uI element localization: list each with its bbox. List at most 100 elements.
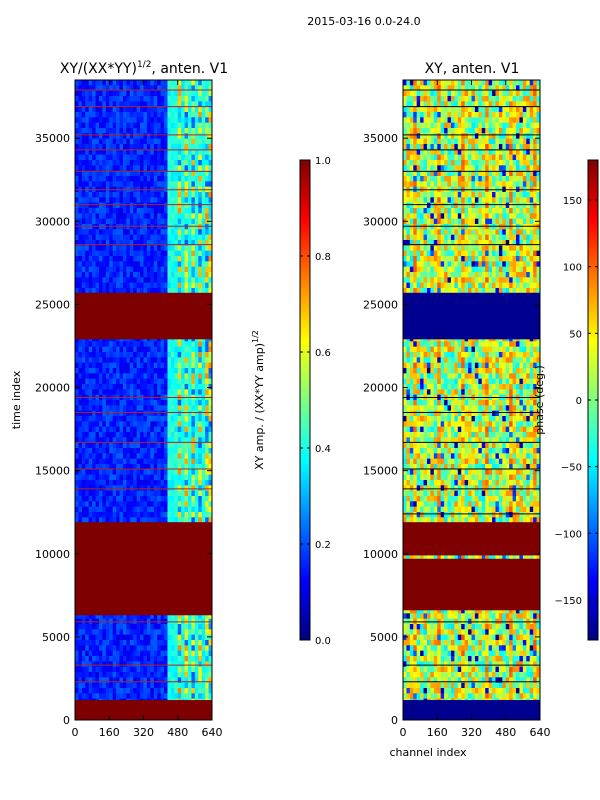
heat-cell [194,496,199,502]
heat-cell [126,378,131,385]
heat-cell [88,122,93,129]
heat-cell [136,384,141,390]
heat-cell [198,485,203,492]
heat-cell [205,416,210,422]
heat-cell [146,613,151,620]
heat-cell [205,96,210,102]
heat-cell [95,437,100,444]
heat-cell [140,368,145,374]
heat-cell [119,224,124,230]
heat-cell [164,624,169,630]
heat-cell [78,629,83,636]
heat-cell [129,160,134,166]
heat-cell [98,362,103,369]
heat-cell [157,176,162,182]
heat-cell [88,373,93,380]
heat-cell [88,640,93,646]
heat-cell [181,384,186,390]
heat-cell [167,170,172,177]
heat-cell [167,645,172,652]
heat-cell [129,261,134,268]
heat-cell [105,613,110,620]
heat-cell [191,80,196,86]
heat-cell [191,133,196,140]
heat-cell [133,229,138,236]
heat-cell [75,261,80,268]
heat-cell [112,458,117,465]
heat-cell [109,192,114,198]
heat-cell [126,101,131,108]
heat-cell [112,160,117,166]
heat-cell [205,634,210,641]
heat-cell [126,208,131,214]
heat-cell [194,80,199,86]
heat-cell [174,176,179,182]
heat-cell [85,352,90,358]
heat-cell [98,501,103,508]
heat-cell [116,464,121,470]
heat-cell [75,426,80,433]
heat-cell [198,490,203,497]
heat-cell [95,693,100,700]
heat-cell [170,346,175,353]
heat-cell [198,128,203,134]
heat-cell [170,421,175,428]
heat-cell [122,165,127,172]
heat-cell [112,624,117,630]
heat-cell [157,80,162,86]
heat-cell [184,464,189,470]
heat-cell [109,512,114,518]
heat-cell [122,661,127,668]
heat-cell [174,634,179,641]
heat-cell [143,144,148,150]
heat-cell [167,506,172,513]
heat-cell [116,405,121,412]
heat-cell [191,405,196,412]
heat-cell [157,85,162,92]
heat-cell [201,250,206,257]
heat-cell [112,384,117,390]
heat-cell [95,666,100,673]
heat-cell [205,629,210,636]
heat-cell [174,469,179,476]
heat-cell [208,117,212,124]
heat-cell [153,437,158,444]
heat-cell [184,640,189,646]
heat-cell [150,517,155,524]
heat-cell [174,677,179,684]
heat-cell [146,229,151,236]
heat-cell [119,288,124,294]
heat-cell [170,485,175,492]
heat-cell [201,426,206,433]
flagged-time-band [75,522,212,616]
heat-cell [129,208,134,214]
heat-cell [95,170,100,177]
heat-cell [164,362,169,369]
heat-cell [174,458,179,465]
heat-cell [133,165,138,172]
heat-cell [126,197,131,204]
heat-cell [129,410,134,417]
heat-cell [92,85,97,92]
heat-cell [140,458,145,465]
heat-cell [109,496,114,502]
heat-cell [122,464,127,470]
heat-cell [85,410,90,417]
heat-cell [85,501,90,508]
heat-cell [188,474,193,481]
heat-cell [75,517,80,524]
heat-cell [98,677,103,684]
heat-cell [184,501,189,508]
heat-cell [140,384,145,390]
heat-cell [160,645,165,652]
heat-cell [146,128,151,134]
heat-cell [150,421,155,428]
heat-cell [194,149,199,156]
heat-cell [194,656,199,662]
amp-colorbar-ticks: 0.00.20.40.60.81.0 [300,156,331,647]
heat-cell [78,400,83,406]
heat-cell [92,282,97,289]
heat-cell [136,154,141,161]
heat-cell [88,197,93,204]
y-tick-label: 30000 [35,215,70,228]
